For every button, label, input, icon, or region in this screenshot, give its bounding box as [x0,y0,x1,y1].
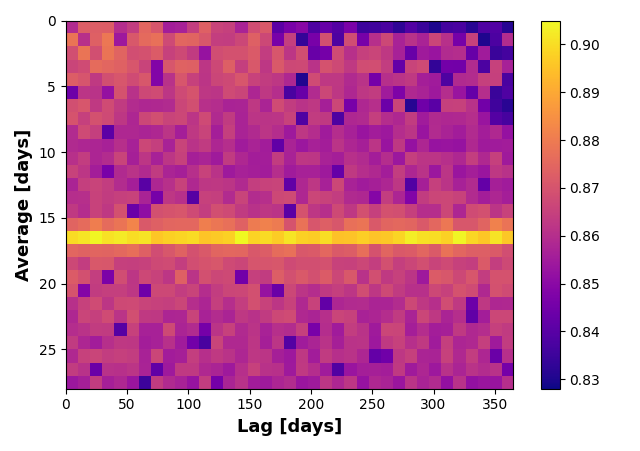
Y-axis label: Average [days]: Average [days] [15,129,33,281]
X-axis label: Lag [days]: Lag [days] [237,418,342,436]
